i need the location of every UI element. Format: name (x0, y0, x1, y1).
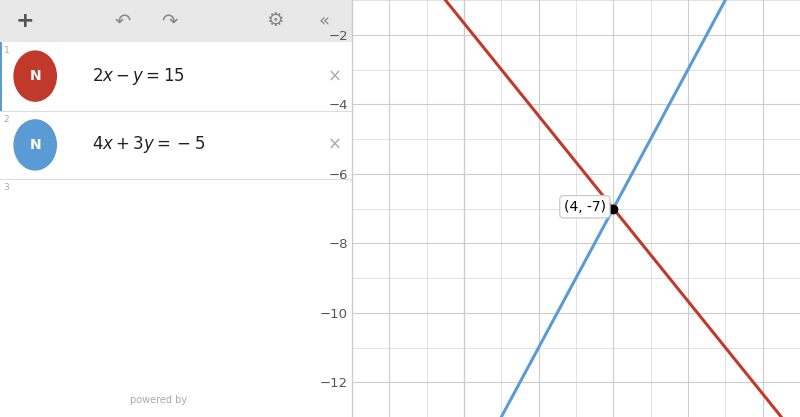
Text: ↶: ↶ (115, 11, 131, 30)
FancyBboxPatch shape (0, 111, 352, 179)
FancyBboxPatch shape (0, 0, 352, 42)
Text: +: + (15, 11, 34, 31)
Text: 3: 3 (3, 183, 10, 193)
Text: N: N (30, 69, 41, 83)
Text: N: N (30, 138, 41, 152)
FancyBboxPatch shape (0, 42, 2, 111)
Text: 2: 2 (3, 115, 9, 124)
Text: powered by: powered by (130, 395, 187, 405)
Circle shape (14, 120, 56, 170)
Text: $2x - y = 15$: $2x - y = 15$ (91, 65, 184, 87)
Text: ⚙: ⚙ (266, 11, 283, 30)
Text: ×: × (327, 136, 342, 154)
Text: «: « (318, 12, 330, 30)
Text: ↷: ↷ (161, 11, 177, 30)
Text: $4x + 3y = -5$: $4x + 3y = -5$ (91, 134, 205, 156)
Text: (4, -7): (4, -7) (564, 200, 606, 214)
FancyBboxPatch shape (2, 42, 352, 111)
Circle shape (14, 51, 56, 101)
Text: 1: 1 (3, 46, 10, 55)
Text: ×: × (327, 67, 342, 85)
